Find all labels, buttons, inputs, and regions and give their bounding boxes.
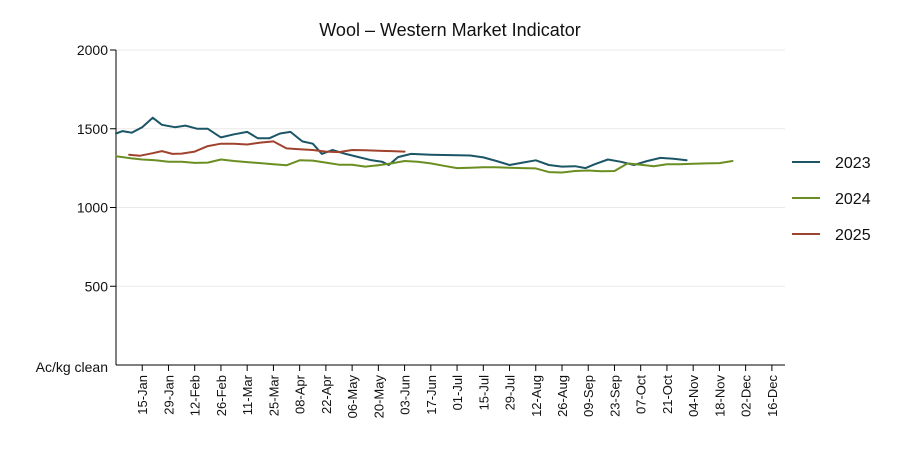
legend-label: 2023	[835, 155, 871, 172]
legend: 2023 2024 2025	[792, 155, 871, 244]
y-axis: 500 1000 1500 2000	[77, 42, 117, 365]
y-tick-label: 1500	[77, 121, 108, 137]
x-tick-label: 06-May	[345, 375, 360, 419]
legend-label: 2024	[835, 191, 871, 208]
y-axis-label: Ac/kg clean	[36, 359, 108, 375]
x-tick-label: 20-May	[371, 375, 386, 419]
x-tick-label: 15-Jul	[476, 375, 491, 411]
x-tick-label: 12-Aug	[529, 375, 544, 417]
y-tick-label: 2000	[77, 42, 108, 58]
legend-label: 2025	[835, 227, 871, 244]
series-line-2024	[115, 155, 734, 174]
x-tick-label: 25-Mar	[266, 374, 281, 416]
x-tick-label: 17-Jun	[424, 375, 439, 415]
x-tick-label: 07-Oct	[634, 375, 649, 414]
x-tick-label: 12-Feb	[188, 375, 203, 416]
y-tick-label: 1000	[77, 200, 108, 216]
x-tick-label: 16-Dec	[765, 375, 780, 417]
x-axis: 15-Jan 29-Jan 12-Feb 26-Feb 11-Mar 25-Mar 08-A…	[116, 364, 785, 419]
x-tick-label: 26-Feb	[214, 375, 229, 416]
series-line-2023	[115, 116, 688, 170]
y-tick-label: 500	[85, 278, 109, 294]
x-tick-label: 26-Aug	[555, 375, 570, 417]
x-tick-label: 09-Sep	[581, 375, 596, 417]
x-tick-label: 22-Apr	[319, 374, 334, 414]
x-tick-label: 29-Jan	[161, 375, 176, 415]
x-tick-label: 04-Nov	[686, 375, 701, 417]
x-tick-label: 01-Jul	[450, 375, 465, 411]
x-tick-label: 03-Jun	[398, 375, 413, 415]
x-tick-label: 11-Mar	[240, 374, 255, 415]
x-tick-label: 29-Jul	[503, 375, 518, 411]
x-tick-label: 18-Nov	[712, 375, 727, 417]
x-tick-label: 23-Sep	[607, 375, 622, 417]
chart-title: Wool – Western Market Indicator	[319, 20, 580, 40]
x-tick-label: 02-Dec	[739, 375, 754, 417]
series-group	[115, 116, 734, 174]
x-tick-label: 15-Jan	[135, 375, 150, 415]
x-tick-label: 21-Oct	[660, 375, 675, 414]
series-line-2025	[128, 140, 406, 157]
grid	[116, 49, 785, 287]
x-tick-label: 08-Apr	[293, 374, 308, 414]
